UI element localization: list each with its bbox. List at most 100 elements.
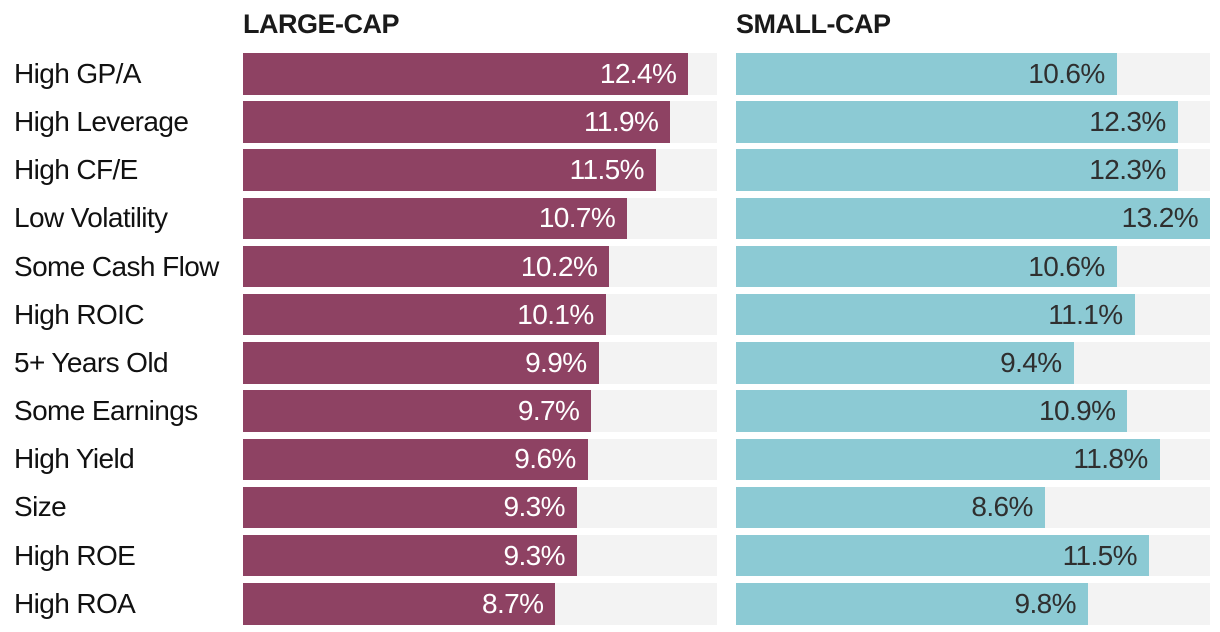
large-cap-track: 10.2% — [243, 245, 717, 288]
small-cap-bar: 11.8% — [736, 438, 1160, 480]
column-header-small-cap: SMALL-CAP — [736, 9, 891, 39]
column-gap — [717, 487, 736, 529]
large-cap-bar: 9.3% — [243, 534, 577, 577]
small-cap-bar: 12.3% — [736, 101, 1178, 143]
column-headers: LARGE-CAP SMALL-CAP — [0, 0, 1220, 53]
category-label: High ROA — [14, 587, 136, 619]
small-cap-track: 12.3% — [736, 101, 1210, 143]
column-header-large-cap: LARGE-CAP — [243, 9, 400, 39]
bar-value-label: 12.4% — [599, 57, 677, 89]
bar-value-label: 11.8% — [1073, 443, 1148, 475]
category-label: High ROE — [14, 539, 136, 571]
large-cap-track: 12.4% — [243, 53, 717, 95]
large-cap-bar: 9.9% — [243, 342, 599, 384]
large-cap-bar: 9.6% — [243, 438, 588, 480]
category-label: High Leverage — [14, 105, 189, 137]
category-label: Some Earnings — [14, 395, 198, 427]
small-cap-bar: 11.5% — [736, 534, 1149, 577]
small-cap-bar: 10.9% — [736, 390, 1128, 432]
chart-row: Some Cash Flow 10.2% 10.6% — [0, 245, 1220, 288]
bar-value-label: 10.6% — [1028, 250, 1105, 282]
bar-value-label: 10.9% — [1039, 395, 1116, 427]
bar-value-label: 11.5% — [569, 154, 645, 186]
large-cap-track: 9.7% — [243, 390, 717, 432]
large-cap-bar: 10.2% — [243, 245, 610, 288]
large-cap-track: 9.3% — [243, 534, 717, 577]
chart-row: High ROIC 10.1% 11.1% — [0, 293, 1220, 336]
small-cap-track: 9.8% — [736, 583, 1210, 625]
bar-value-label: 10.7% — [538, 202, 616, 234]
small-cap-track: 10.9% — [736, 390, 1210, 432]
large-cap-track: 10.1% — [243, 293, 717, 336]
bar-value-label: 13.2% — [1121, 202, 1199, 234]
column-gap — [717, 294, 736, 336]
large-cap-bar: 9.3% — [243, 486, 577, 529]
large-cap-bar: 8.7% — [243, 583, 556, 625]
category-label: High ROIC — [14, 298, 145, 330]
column-gap — [717, 535, 736, 577]
small-cap-bar: 10.6% — [736, 53, 1117, 95]
large-cap-track: 11.9% — [243, 101, 717, 143]
small-cap-track: 12.3% — [736, 149, 1210, 191]
large-cap-track: 10.7% — [243, 197, 717, 240]
chart-row: High GP/A 12.4% 10.6% — [0, 53, 1220, 95]
large-cap-track: 9.3% — [243, 486, 717, 529]
small-cap-bar: 10.6% — [736, 245, 1117, 288]
bar-value-label: 9.3% — [503, 491, 566, 523]
bar-value-label: 8.7% — [481, 587, 544, 619]
bar-value-label: 9.6% — [514, 443, 576, 475]
bar-value-label: 12.3% — [1089, 154, 1166, 186]
column-gap — [717, 583, 736, 625]
large-cap-bar: 10.7% — [243, 197, 628, 240]
category-label: High CF/E — [14, 154, 138, 186]
small-cap-bar: 9.4% — [736, 342, 1074, 384]
category-label: 5+ Years Old — [14, 346, 169, 378]
bar-value-label: 9.4% — [1000, 346, 1062, 378]
bar-value-label: 9.9% — [525, 346, 587, 378]
category-label: Low Volatility — [14, 202, 168, 234]
column-gap — [717, 246, 736, 288]
large-cap-bar: 11.5% — [243, 149, 656, 191]
bar-value-label: 10.1% — [517, 298, 594, 330]
category-label: High Yield — [14, 443, 135, 475]
small-cap-track: 11.8% — [736, 438, 1210, 480]
column-gap — [717, 149, 736, 191]
chart-row: High Leverage 11.9% 12.3% — [0, 101, 1220, 143]
small-cap-bar: 11.1% — [736, 293, 1135, 336]
small-cap-track: 10.6% — [736, 245, 1210, 288]
bar-value-label: 9.8% — [1014, 587, 1076, 619]
bar-value-label: 9.3% — [503, 539, 566, 571]
small-cap-bar: 8.6% — [736, 486, 1045, 529]
column-gap — [717, 53, 736, 95]
chart-rows: High GP/A 12.4% 10.6% High Leverage 11.9% 12.… — [0, 53, 1220, 625]
large-cap-track: 9.6% — [243, 438, 717, 480]
small-cap-bar: 9.8% — [736, 583, 1088, 625]
bar-value-label: 11.5% — [1062, 539, 1138, 571]
bar-value-label: 10.6% — [1028, 57, 1105, 89]
small-cap-bar: 12.3% — [736, 149, 1178, 191]
bar-value-label: 9.7% — [517, 395, 580, 427]
chart-row: High CF/E 11.5% 12.3% — [0, 149, 1220, 191]
column-gap — [717, 390, 736, 432]
large-cap-bar: 9.7% — [243, 390, 592, 432]
bar-value-label: 12.3% — [1089, 105, 1166, 137]
large-cap-bar: 10.1% — [243, 293, 606, 336]
large-cap-bar: 12.4% — [243, 53, 689, 95]
chart-row: Size 9.3% 8.6% — [0, 486, 1220, 529]
chart-row: High ROE 9.3% 11.5% — [0, 534, 1220, 577]
column-gap — [717, 101, 736, 143]
category-label: Size — [14, 491, 67, 523]
small-cap-track: 11.5% — [736, 534, 1210, 577]
small-cap-track: 10.6% — [736, 53, 1210, 95]
chart-row: Low Volatility 10.7% 13.2% — [0, 197, 1220, 240]
column-gap — [717, 198, 736, 240]
small-cap-track: 9.4% — [736, 342, 1210, 384]
bar-value-label: 8.6% — [971, 491, 1033, 523]
large-cap-track: 9.9% — [243, 342, 717, 384]
bar-value-label: 10.2% — [520, 250, 598, 282]
chart-row: 5+ Years Old 9.9% 9.4% — [0, 342, 1220, 384]
small-cap-track: 8.6% — [736, 486, 1210, 529]
category-label: High GP/A — [14, 57, 141, 89]
large-cap-track: 8.7% — [243, 583, 717, 625]
